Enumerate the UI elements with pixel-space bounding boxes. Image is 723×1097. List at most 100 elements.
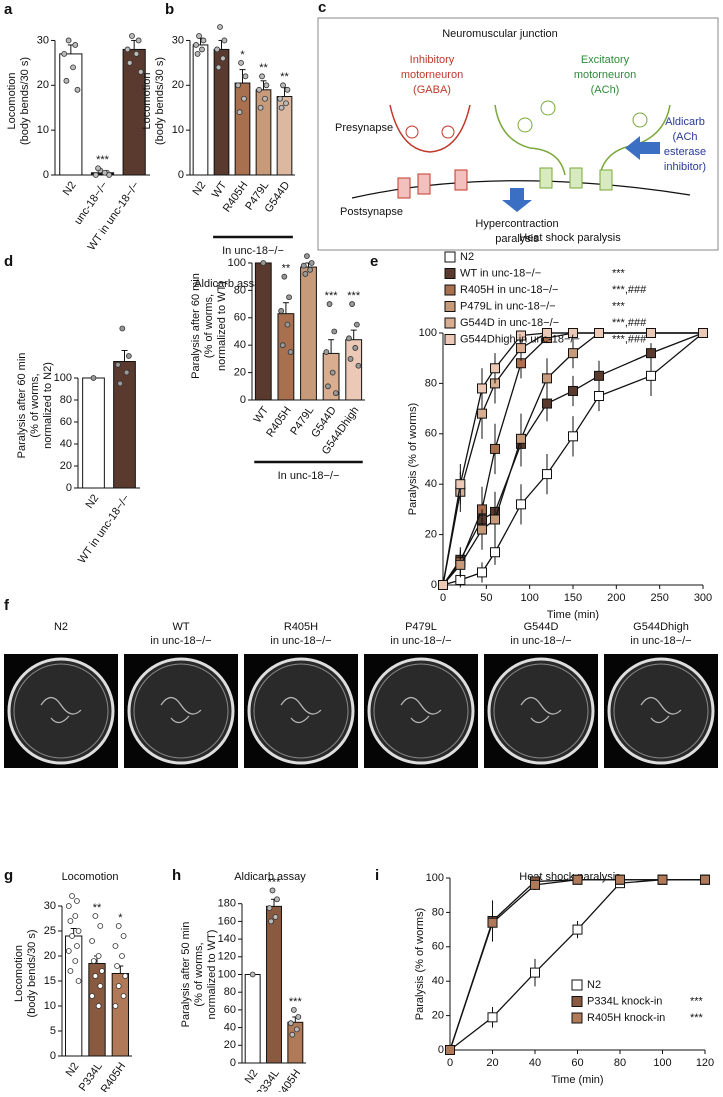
data-point	[269, 887, 276, 894]
bar	[192, 44, 209, 176]
worm-tracks	[520, 696, 562, 724]
data-point	[124, 46, 131, 53]
data-point	[262, 95, 268, 102]
y-tick-label: 80	[224, 986, 236, 998]
data-point	[274, 896, 280, 903]
chart-title: Locomotion	[62, 871, 119, 883]
data-point	[268, 918, 274, 925]
data-point	[61, 51, 68, 57]
data-point	[123, 369, 130, 376]
significance: *	[240, 49, 245, 61]
plate	[247, 657, 355, 765]
y-tick-label: 60	[432, 941, 444, 953]
y-tick-label: 20	[37, 79, 49, 91]
data-point	[129, 33, 135, 39]
label: (ACh)	[591, 84, 620, 96]
data-point	[259, 73, 265, 80]
data-point	[196, 33, 202, 39]
marker	[568, 431, 578, 442]
legend-label: R405H knock-in	[587, 1012, 665, 1024]
x-tick-label: N2	[190, 180, 208, 198]
data-point	[289, 1031, 296, 1038]
y-tick-label: 0	[230, 1057, 236, 1069]
y-tick-label: 140	[218, 933, 236, 945]
data-point	[263, 82, 270, 89]
data-point	[256, 86, 262, 93]
x-tick-label: N2	[61, 180, 79, 198]
data-point	[99, 968, 105, 974]
data-point	[126, 59, 133, 66]
data-point	[95, 1003, 102, 1009]
significance: ***	[325, 290, 339, 302]
bar	[254, 262, 272, 401]
data-point	[135, 37, 142, 44]
x-tick-label: 0	[440, 592, 446, 604]
legend-swatch	[444, 317, 456, 329]
y-axis-label: Paralysis after 60 min	[190, 273, 202, 379]
y-tick-label: 20	[60, 460, 72, 472]
y-tick-label: 20	[172, 79, 184, 91]
label: (GABA)	[413, 84, 451, 96]
y-axis-label: Locomotion	[6, 73, 18, 130]
marker	[700, 874, 710, 885]
legend-stat: ***	[612, 300, 626, 312]
data-point	[347, 355, 354, 362]
y-tick-label: 0	[66, 482, 72, 494]
legend-stat: ***,###	[612, 284, 647, 296]
y-tick-label: 10	[37, 124, 49, 136]
y-tick-label: 30	[172, 34, 184, 46]
worm-tracks	[280, 696, 322, 724]
y-tick-label: 15	[44, 975, 56, 987]
marker	[572, 924, 583, 935]
data-point	[137, 68, 144, 75]
data-point	[92, 913, 99, 919]
data-point	[90, 375, 97, 381]
marker	[594, 370, 604, 381]
label: Hypercontraction	[475, 218, 558, 230]
data-point	[193, 42, 199, 48]
data-point	[290, 1007, 297, 1013]
image-label: G544Dhigh	[633, 621, 689, 633]
legend-stat: ***	[690, 995, 704, 1007]
label: Presynapse	[335, 122, 393, 134]
data-point	[97, 983, 104, 989]
legend-label: G544D in unc-18−/−	[460, 317, 559, 329]
marker	[657, 874, 668, 885]
data-point	[217, 24, 223, 30]
data-point	[92, 172, 99, 178]
y-axis-label: Paralysis (% of worms)	[414, 908, 426, 1020]
y-tick-label: 40	[224, 1022, 236, 1034]
group-label: In unc-18−/−	[278, 470, 340, 482]
marker	[646, 328, 656, 338]
y-tick-label: 0	[50, 1050, 56, 1062]
marker	[568, 348, 578, 359]
data-point	[119, 325, 126, 332]
data-point	[287, 349, 294, 355]
x-axis-label: Time (min)	[551, 1074, 603, 1086]
y-axis-label: (% of worms,	[29, 373, 41, 437]
legend-stat: ***,###	[612, 333, 647, 345]
y-tick-label: 0	[43, 169, 49, 181]
legend-stat: ***,###	[612, 317, 647, 329]
plate-inner	[373, 663, 469, 759]
data-point	[89, 938, 95, 944]
bar	[300, 266, 317, 401]
data-point	[277, 95, 283, 102]
receptor	[417, 173, 431, 195]
y-tick-label: 0	[178, 169, 184, 181]
diagram-title: Neuromuscular junction	[442, 28, 558, 40]
data-point	[326, 301, 333, 307]
y-axis-label: (body bends/30 s)	[19, 57, 31, 145]
x-tick-label: 200	[607, 592, 625, 604]
marker	[455, 559, 466, 570]
x-axis-label: Time (min)	[547, 609, 599, 621]
panel-letter: g	[4, 867, 13, 884]
data-point	[215, 64, 222, 71]
significance: **	[93, 902, 102, 914]
series-line	[442, 332, 704, 586]
x-tick-label: 0	[447, 1057, 453, 1069]
label: motorneuron	[574, 69, 636, 81]
legend-label: P479L in unc-18−/−	[460, 300, 556, 312]
panel-letter: d	[4, 253, 13, 270]
y-tick-label: 100	[419, 327, 437, 339]
